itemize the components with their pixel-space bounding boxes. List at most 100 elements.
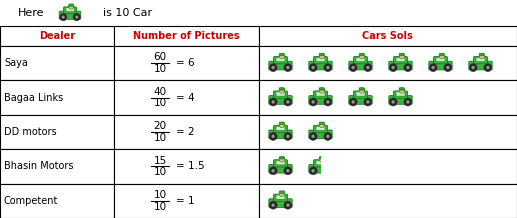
FancyBboxPatch shape bbox=[279, 157, 285, 159]
Text: is 10 Car: is 10 Car bbox=[103, 8, 152, 18]
Circle shape bbox=[62, 15, 65, 19]
FancyBboxPatch shape bbox=[396, 57, 405, 62]
Circle shape bbox=[279, 88, 284, 93]
Circle shape bbox=[269, 98, 277, 106]
Circle shape bbox=[286, 169, 290, 172]
Bar bbox=[321, 154, 347, 181]
Circle shape bbox=[319, 122, 325, 128]
FancyBboxPatch shape bbox=[273, 194, 287, 201]
FancyBboxPatch shape bbox=[396, 92, 405, 96]
FancyBboxPatch shape bbox=[309, 164, 332, 173]
FancyBboxPatch shape bbox=[399, 54, 405, 55]
Circle shape bbox=[399, 88, 404, 93]
Circle shape bbox=[432, 66, 435, 69]
Text: Bagaa Links: Bagaa Links bbox=[4, 93, 63, 103]
Text: 10: 10 bbox=[154, 190, 166, 200]
Circle shape bbox=[484, 63, 492, 72]
Circle shape bbox=[324, 132, 332, 140]
Bar bbox=[0, 80, 114, 115]
Circle shape bbox=[284, 167, 292, 175]
Bar bbox=[258, 149, 517, 184]
Text: = 2: = 2 bbox=[176, 127, 195, 137]
Text: 10: 10 bbox=[154, 133, 166, 143]
Circle shape bbox=[324, 63, 332, 72]
Circle shape bbox=[446, 66, 449, 69]
Bar bbox=[0, 184, 114, 218]
Bar bbox=[114, 115, 258, 149]
Text: 10: 10 bbox=[154, 99, 166, 108]
Text: Here: Here bbox=[18, 8, 44, 18]
Circle shape bbox=[439, 54, 445, 59]
Text: 60: 60 bbox=[154, 52, 166, 62]
FancyBboxPatch shape bbox=[320, 53, 324, 56]
FancyBboxPatch shape bbox=[316, 92, 325, 96]
FancyBboxPatch shape bbox=[349, 61, 372, 70]
FancyBboxPatch shape bbox=[479, 54, 485, 55]
Text: Bhasin Motors: Bhasin Motors bbox=[4, 161, 73, 171]
FancyBboxPatch shape bbox=[273, 160, 287, 167]
Text: Cars Sols: Cars Sols bbox=[362, 31, 413, 41]
FancyBboxPatch shape bbox=[429, 61, 452, 70]
Bar bbox=[114, 184, 258, 218]
Circle shape bbox=[311, 169, 315, 172]
FancyBboxPatch shape bbox=[320, 88, 324, 90]
FancyBboxPatch shape bbox=[313, 125, 327, 133]
Circle shape bbox=[269, 201, 277, 209]
Text: = 1.5: = 1.5 bbox=[176, 161, 205, 171]
Bar bbox=[0, 0, 517, 26]
FancyBboxPatch shape bbox=[280, 53, 284, 56]
FancyBboxPatch shape bbox=[400, 53, 404, 56]
Circle shape bbox=[406, 66, 409, 69]
FancyBboxPatch shape bbox=[469, 61, 492, 70]
Circle shape bbox=[349, 98, 357, 106]
Bar bbox=[114, 46, 258, 80]
Circle shape bbox=[326, 66, 329, 69]
Circle shape bbox=[269, 167, 277, 175]
FancyBboxPatch shape bbox=[474, 56, 488, 64]
FancyBboxPatch shape bbox=[319, 123, 325, 124]
Circle shape bbox=[279, 157, 284, 162]
FancyBboxPatch shape bbox=[309, 130, 332, 139]
Circle shape bbox=[309, 132, 317, 140]
FancyBboxPatch shape bbox=[320, 157, 324, 159]
Text: = 4: = 4 bbox=[176, 93, 195, 103]
FancyBboxPatch shape bbox=[280, 88, 284, 90]
FancyBboxPatch shape bbox=[480, 53, 484, 56]
Circle shape bbox=[311, 100, 315, 104]
Bar bbox=[114, 80, 258, 115]
FancyBboxPatch shape bbox=[66, 8, 74, 12]
Bar bbox=[258, 26, 517, 46]
Bar bbox=[0, 149, 114, 184]
Circle shape bbox=[286, 66, 290, 69]
Bar bbox=[0, 115, 114, 149]
Circle shape bbox=[352, 100, 355, 104]
FancyBboxPatch shape bbox=[436, 57, 445, 62]
Circle shape bbox=[391, 66, 395, 69]
Circle shape bbox=[366, 66, 370, 69]
Bar bbox=[114, 149, 258, 184]
Bar bbox=[258, 46, 517, 80]
Circle shape bbox=[279, 191, 284, 196]
FancyBboxPatch shape bbox=[476, 57, 485, 62]
Circle shape bbox=[364, 98, 372, 106]
FancyBboxPatch shape bbox=[279, 89, 285, 90]
Text: 40: 40 bbox=[154, 87, 166, 97]
Circle shape bbox=[364, 63, 372, 72]
Circle shape bbox=[284, 132, 292, 140]
Circle shape bbox=[286, 135, 290, 138]
FancyBboxPatch shape bbox=[399, 89, 405, 90]
FancyBboxPatch shape bbox=[276, 161, 285, 165]
Text: 10: 10 bbox=[154, 202, 166, 212]
FancyBboxPatch shape bbox=[273, 91, 287, 98]
Circle shape bbox=[271, 169, 275, 172]
Circle shape bbox=[279, 122, 284, 128]
FancyBboxPatch shape bbox=[439, 54, 445, 55]
Bar bbox=[0, 26, 114, 46]
Circle shape bbox=[399, 54, 404, 59]
FancyBboxPatch shape bbox=[393, 91, 407, 98]
FancyBboxPatch shape bbox=[269, 61, 292, 70]
FancyBboxPatch shape bbox=[269, 96, 292, 104]
Circle shape bbox=[406, 100, 409, 104]
FancyBboxPatch shape bbox=[356, 92, 365, 96]
FancyBboxPatch shape bbox=[319, 54, 325, 55]
